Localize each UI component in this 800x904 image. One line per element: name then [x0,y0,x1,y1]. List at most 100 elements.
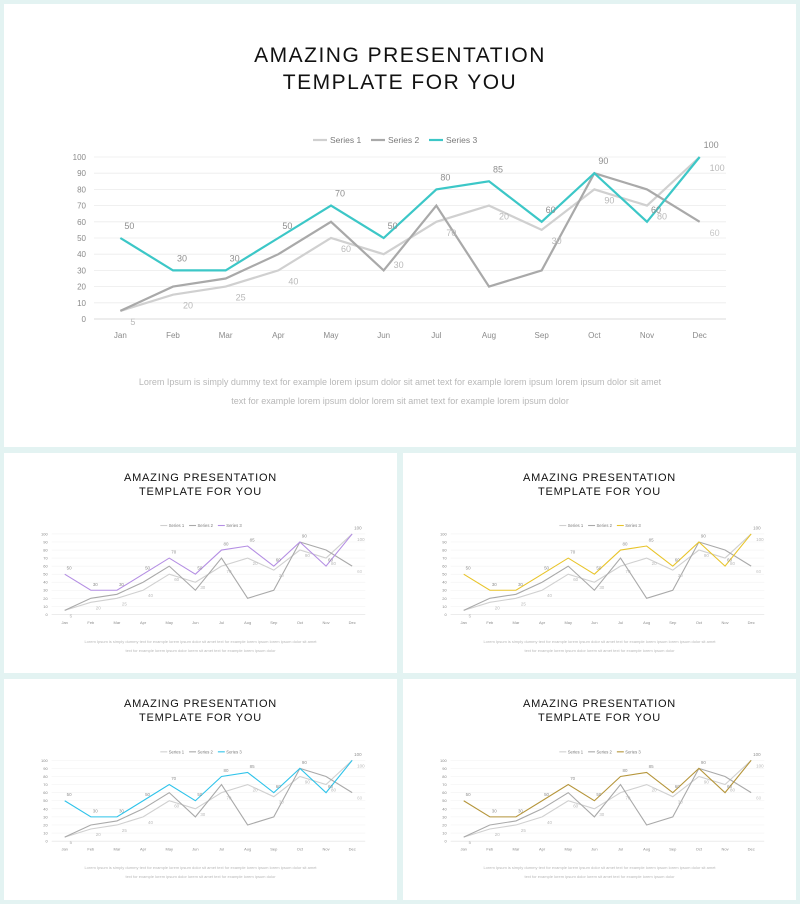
x-tick-label: Aug [482,331,496,340]
data-label: 5 [70,613,73,618]
data-label: 30 [394,260,404,270]
series-line-2 [119,171,701,312]
y-tick-label: 80 [43,548,48,553]
y-tick-label: 20 [442,822,447,827]
line-chart: 0 10 20 30 40 50 60 70 80 90 100 Jan Feb Mar Apr May Jun… [440,523,765,625]
series-line-1 [120,156,701,312]
data-label: 30 [552,236,562,246]
data-label: 50 [388,221,398,231]
data-label: 85 [250,764,255,769]
x-tick-label: Dec [748,620,755,625]
data-label: 90 [598,156,608,166]
data-label: 30 [93,582,98,587]
data-label: 90 [302,534,307,539]
data-label: 60 [174,577,179,582]
x-tick-label: Jul [618,620,623,625]
slide-title: AMAZING PRESENTATION TEMPLATE FOR YOU [403,697,796,725]
data-label: 5 [130,317,135,327]
data-label: 25 [122,601,127,606]
data-label: 80 [331,561,336,566]
x-tick-label: Dec [693,331,707,340]
data-label: 30 [119,808,124,813]
y-tick-label: 80 [43,774,48,779]
data-label: 20 [652,788,657,793]
series-line-3 [64,759,353,818]
data-label: 30 [177,253,187,263]
y-tick-label: 10 [43,831,48,836]
legend-label: Series 2 [388,135,419,145]
x-tick-label: Jun [192,620,198,625]
series-line-3 [119,156,701,272]
slide-title: AMAZING PRESENTATION TEMPLATE FOR YOU [403,471,796,499]
data-label: 20 [253,561,258,566]
y-tick-label: 40 [442,580,447,585]
caption-line-1: Lorem Ipsum is simply dummy text for exa… [84,865,317,870]
y-tick-label: 60 [442,564,447,569]
data-label: 30 [93,808,98,813]
data-label: 30 [492,582,497,587]
data-label: 80 [331,788,336,793]
y-tick-label: 30 [442,588,447,593]
data-label: 90 [305,553,310,558]
y-tick-label: 80 [77,185,86,194]
y-tick-label: 100 [440,758,447,763]
data-label: 60 [276,784,281,789]
caption-line-2: text for example lorem ipsum dolor lorem… [125,874,276,879]
data-label: 60 [573,804,578,809]
slide-thumbnail-1[interactable]: AMAZING PRESENTATION TEMPLATE FOR YOU 0 1… [4,453,397,673]
data-label: 60 [756,796,761,801]
data-label: 100 [357,537,365,542]
data-label: 30 [279,573,284,578]
line-chart: 0 10 20 30 40 50 60 70 80 90 100 Jan Feb Mar Apr May Jun… [73,135,726,340]
data-label: 50 [197,566,202,571]
data-label: 70 [625,796,630,801]
x-tick-label: Feb [166,331,180,340]
data-label: 60 [710,228,720,238]
data-label: 50 [67,792,72,797]
x-tick-label: Jan [461,847,467,852]
y-tick-label: 80 [442,548,447,553]
data-label: 5 [70,613,73,618]
data-label: 85 [649,764,654,769]
data-label: 50 [197,792,202,797]
slide-thumbnail-3[interactable]: AMAZING PRESENTATION TEMPLATE FOR YOU 0 1… [4,679,397,900]
data-label: 100 [710,163,725,173]
data-label: 60 [756,569,761,574]
data-label: 50 [67,566,72,571]
data-label: 20 [499,212,509,222]
data-label: 80 [622,768,627,773]
series-line-1 [64,533,353,611]
x-tick-label: May [165,847,172,852]
data-label: 100 [756,537,764,542]
data-label: 60 [328,784,333,789]
series-line-1 [463,759,752,838]
caption-line-1: Lorem Ipsum is simply dummy text for exa… [483,865,716,870]
caption-line-2: text for example lorem ipsum dolor lorem… [524,874,675,879]
data-label: 5 [70,840,73,845]
y-tick-label: 30 [442,814,447,819]
slide-thumbnail-2[interactable]: AMAZING PRESENTATION TEMPLATE FOR YOU 0 1… [403,453,796,673]
data-label: 60 [573,577,578,582]
y-tick-label: 40 [77,250,86,259]
data-label: 25 [521,601,526,606]
slide-thumbnail-4[interactable]: AMAZING PRESENTATION TEMPLATE FOR YOU 0 1… [403,679,796,900]
y-tick-label: 10 [442,831,447,836]
data-label: 5 [469,840,472,845]
x-tick-label: Nov [640,331,654,340]
x-tick-label: Jan [62,847,68,852]
data-label: 80 [440,172,450,182]
data-label: 30 [200,585,205,590]
y-tick-label: 20 [77,283,86,292]
series-line-2 [463,541,752,611]
y-tick-label: 70 [77,202,86,211]
y-tick-label: 30 [77,266,86,275]
x-tick-label: Mar [114,620,122,625]
data-label: 70 [570,776,575,781]
x-tick-label: Aug [643,620,650,625]
y-tick-label: 0 [82,315,87,324]
x-tick-label: Mar [219,331,233,340]
legend-label: Series 3 [226,749,242,754]
title-line-1: AMAZING PRESENTATION [522,698,677,710]
y-tick-label: 0 [444,839,447,844]
x-tick-label: Oct [588,331,601,340]
